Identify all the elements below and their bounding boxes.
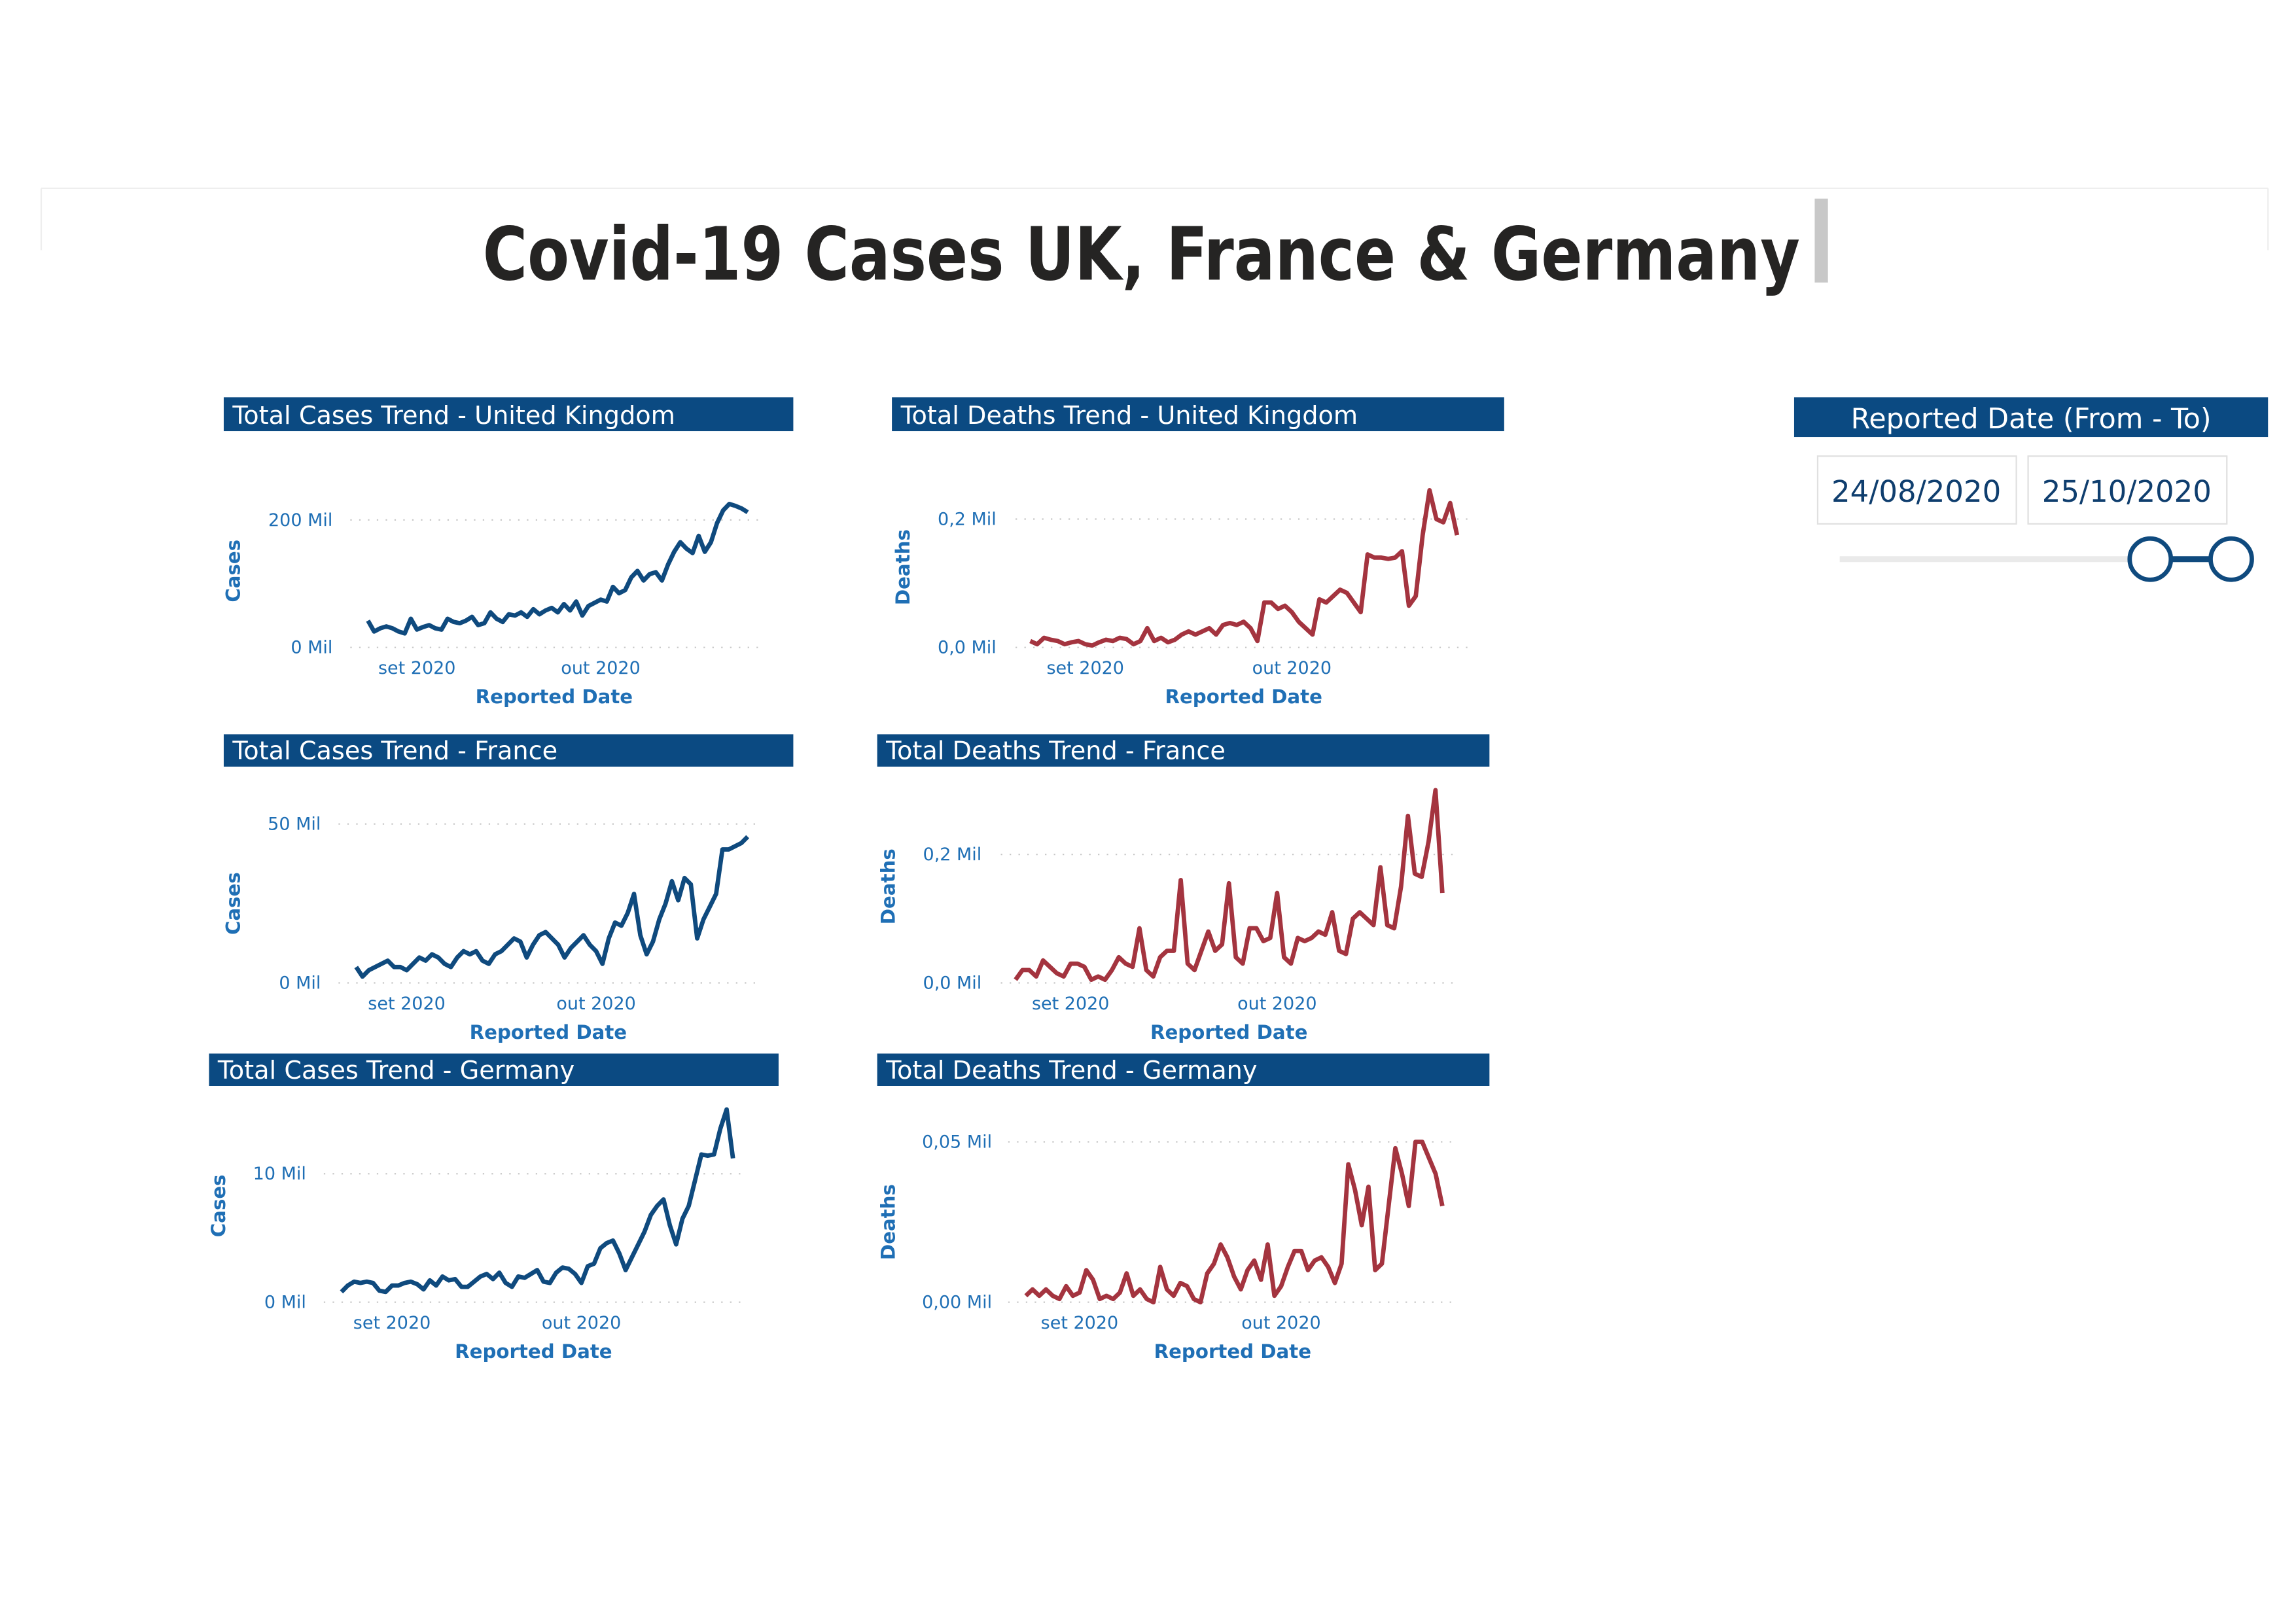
x-tick-label: set 2020 bbox=[368, 994, 446, 1014]
x-tick-label: out 2020 bbox=[561, 658, 640, 678]
chart-panel: Total Cases Trend - United Kingdom Cases R… bbox=[222, 397, 794, 708]
x-tick-label: set 2020 bbox=[378, 658, 456, 678]
slicer-header bbox=[1793, 397, 2269, 438]
x-tick-label: out 2020 bbox=[1252, 658, 1332, 678]
panel-title-bar bbox=[223, 734, 794, 767]
date-input[interactable] bbox=[1816, 455, 2017, 525]
chart-panel: Total Deaths Trend - France Deaths Reporte… bbox=[877, 734, 1490, 1043]
chart-panel: Total Cases Trend - France Cases Reported … bbox=[222, 734, 794, 1043]
panel-title-bar bbox=[892, 397, 1504, 432]
x-axis-title: Reported Date bbox=[470, 1021, 627, 1043]
slicer-title: Reported Date (From - To) bbox=[1851, 403, 2212, 436]
panel-title: Total Deaths Trend - Germany bbox=[885, 1056, 1257, 1085]
panel-title-bar bbox=[877, 1053, 1490, 1086]
x-tick-label: set 2020 bbox=[1041, 1313, 1119, 1333]
x-axis-title: Reported Date bbox=[476, 686, 633, 708]
panel-title: Total Cases Trend - Germany bbox=[217, 1056, 574, 1085]
x-tick-label: set 2020 bbox=[353, 1313, 431, 1333]
to-date[interactable]: 25/10/2020 bbox=[2042, 474, 2212, 509]
date-slicer: Reported Date (From - To) 24/08/2020 25/… bbox=[1793, 397, 2269, 582]
data-line bbox=[354, 835, 750, 979]
x-tick-label: out 2020 bbox=[1241, 1313, 1320, 1333]
chart-panel: Total Cases Trend - Germany Cases Reported… bbox=[207, 1053, 779, 1363]
data-line bbox=[340, 1107, 735, 1295]
y-tick-label: 10 Mil bbox=[253, 1164, 306, 1184]
x-axis-title: Reported Date bbox=[1150, 1021, 1307, 1043]
y-tick-label: 0,0 Mil bbox=[923, 973, 982, 994]
panel-title-bar bbox=[877, 734, 1490, 767]
x-tick-label: set 2020 bbox=[1032, 994, 1110, 1014]
y-tick-label: 0 Mil bbox=[279, 973, 321, 994]
chart-panel: Total Deaths Trend - United Kingdom Death… bbox=[892, 397, 1504, 708]
panel-title: Total Cases Trend - France bbox=[232, 737, 557, 766]
data-line bbox=[1029, 488, 1460, 648]
y-tick-label: 0,2 Mil bbox=[923, 845, 982, 865]
y-tick-label: 0,00 Mil bbox=[922, 1293, 992, 1313]
from-date[interactable]: 24/08/2020 bbox=[1831, 474, 2001, 509]
x-axis-title: Reported Date bbox=[1165, 686, 1322, 708]
y-axis-title: Cases bbox=[207, 1174, 230, 1237]
y-tick-label: 0 Mil bbox=[264, 1293, 306, 1313]
y-axis-title: Deaths bbox=[877, 1184, 900, 1260]
slider-handle[interactable] bbox=[2208, 536, 2254, 582]
y-tick-label: 50 Mil bbox=[268, 814, 321, 835]
y-axis-title: Cases bbox=[222, 540, 245, 602]
slider-handle[interactable] bbox=[2127, 536, 2174, 582]
x-axis-title: Reported Date bbox=[1154, 1340, 1311, 1363]
title-accent bbox=[1814, 198, 1828, 283]
chart-panel: Total Deaths Trend - Germany Deaths Report… bbox=[877, 1053, 1490, 1363]
y-tick-label: 0,2 Mil bbox=[938, 510, 997, 530]
y-axis-title: Cases bbox=[222, 872, 245, 935]
y-tick-label: 0,05 Mil bbox=[922, 1132, 992, 1152]
x-tick-label: out 2020 bbox=[542, 1313, 621, 1333]
page-title: Covid-19 Cases UK, France & Germany bbox=[483, 211, 1800, 297]
data-line bbox=[1014, 788, 1445, 983]
panel-title: Total Deaths Trend - France bbox=[885, 737, 1226, 766]
y-tick-label: 200 Mil bbox=[268, 510, 332, 531]
x-tick-label: out 2020 bbox=[1237, 994, 1316, 1014]
y-axis-title: Deaths bbox=[877, 848, 900, 924]
x-axis-title: Reported Date bbox=[455, 1340, 612, 1363]
panel-title: Total Cases Trend - United Kingdom bbox=[232, 402, 675, 430]
data-line bbox=[366, 502, 749, 636]
y-axis-title: Deaths bbox=[892, 529, 914, 605]
panel-title-bar bbox=[223, 397, 794, 432]
panel-title-bar bbox=[209, 1053, 779, 1086]
x-tick-label: set 2020 bbox=[1046, 658, 1123, 678]
panel-title: Total Deaths Trend - United Kingdom bbox=[900, 402, 1358, 430]
x-tick-label: out 2020 bbox=[556, 994, 635, 1014]
y-tick-label: 0,0 Mil bbox=[938, 638, 997, 658]
data-line bbox=[1024, 1140, 1445, 1305]
y-tick-label: 0 Mil bbox=[291, 638, 332, 658]
date-input[interactable] bbox=[2027, 455, 2228, 525]
